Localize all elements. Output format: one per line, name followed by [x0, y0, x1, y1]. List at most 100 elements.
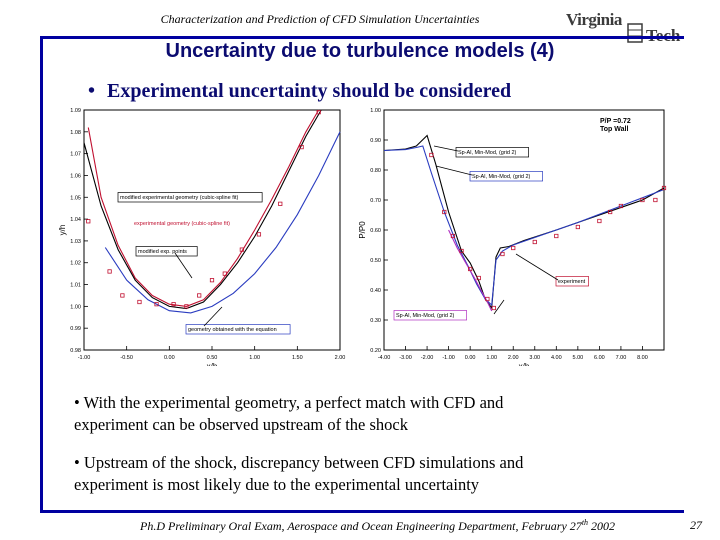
- main-bullet-text: Experimental uncertainty should be consi…: [107, 80, 512, 102]
- geometry-annotation-0: modified experimental geometry (cubic-sp…: [120, 195, 238, 201]
- geometry-annotation-box: [135, 246, 198, 257]
- geometry-y-tick-label: 1.01: [70, 283, 81, 289]
- geometry-annotation-arrow: [203, 306, 223, 327]
- footer-text: Ph.D Preliminary Oral Exam, Aerospace an…: [140, 518, 615, 534]
- pressure-data-point: [491, 305, 496, 311]
- pressure-annotation-5: Sp-Al, Min-Mod, (grid 2): [396, 313, 455, 319]
- geometry-data-point: [171, 302, 176, 307]
- header-title: Characterization and Prediction of CFD S…: [160, 12, 480, 26]
- pressure-data-point: [468, 266, 473, 272]
- geometry-y-tick-label: 1.06: [70, 173, 81, 179]
- geometry-chart-series: [83, 109, 341, 314]
- pressure-data-point: [618, 203, 624, 209]
- pressure-chart: -4.00 -3.00 -2.00 -1.00 0.00 1.00 2.00 3.00 4.00…: [358, 108, 667, 366]
- geometry-x-tick-label: 2.00: [335, 355, 346, 361]
- pressure-y-tick-label: 0.90: [370, 138, 381, 144]
- slide-frame-top: [40, 36, 684, 39]
- geometry-data-point: [137, 299, 142, 305]
- pressure-annotation-arrow: [433, 145, 459, 152]
- pressure-data-point: [575, 224, 580, 230]
- geometry-data-point: [278, 201, 283, 206]
- pressure-y-tick-label: 1.00: [370, 108, 381, 114]
- geometry-x-tick-label: 1.00: [249, 355, 260, 361]
- logo-line2: Tech: [646, 26, 680, 46]
- pressure-data-point: [500, 251, 505, 257]
- geometry-x-tick-label: -1.00: [78, 355, 91, 361]
- pressure-x-tick-label: 3.00: [529, 355, 540, 361]
- pressure-y-tick-label: 0.70: [370, 198, 381, 204]
- geometry-annotation-1: experimental geometry (cubic-spline fit): [134, 221, 230, 227]
- slide-frame-bottom: [40, 510, 684, 513]
- geometry-y-tick-label: 1.00: [70, 304, 81, 310]
- pressure-y-tick-label: 0.20: [370, 348, 381, 354]
- pressure-y-tick-label: 0.40: [370, 288, 381, 294]
- geometry-y-tick-label: 1.09: [70, 108, 81, 114]
- geometry-x-tick-label: 0.50: [207, 355, 218, 361]
- pressure-x-tick-label: 2.00: [508, 355, 519, 361]
- geometry-data-point: [222, 271, 227, 276]
- geometry-annotation-3: geometry obtained with the equation: [188, 327, 277, 333]
- pressure-annotation-4: experiment: [558, 279, 586, 285]
- footer-sup: th: [581, 518, 589, 527]
- virginia-tech-logo: Virginia Tech: [566, 6, 686, 50]
- pressure-annotation-arrow: [493, 299, 505, 315]
- paragraph-1-line-2: experiment can be observed upstream of t…: [74, 415, 409, 434]
- geometry-series-line-0: [87, 109, 320, 307]
- geometry-data-point: [299, 144, 304, 150]
- pressure-x-axis-label: x/h: [519, 362, 530, 366]
- pressure-chart-axes: -4.00 -3.00 -2.00 -1.00 0.00 1.00 2.00 3.00 4.00…: [358, 108, 665, 366]
- footer-main: Ph.D Preliminary Oral Exam, Aerospace an…: [140, 519, 582, 533]
- paragraph-2-line-2: experiment is most likely due to the exp…: [74, 475, 480, 494]
- pressure-annotation-box: [455, 147, 529, 158]
- geometry-x-tick-label: 1.50: [292, 355, 303, 361]
- geometry-y-axis-label: y/h: [58, 225, 67, 236]
- pressure-annotation-1: Top Wall: [600, 126, 628, 133]
- pressure-y-axis-label: P/P0: [358, 221, 367, 239]
- pressure-data-point: [661, 185, 667, 191]
- geometry-series-line-1: [83, 109, 322, 310]
- pressure-x-tick-label: -3.00: [399, 355, 412, 361]
- pressure-annotation-arrow: [435, 165, 473, 176]
- geometry-data-point: [239, 247, 244, 252]
- pressure-y-tick-label: 0.80: [370, 168, 381, 174]
- pressure-data-point: [511, 245, 516, 251]
- geometry-data-point: [197, 293, 202, 298]
- pressure-annotation-box: [393, 310, 467, 321]
- geometry-y-tick-label: 0.99: [70, 326, 81, 332]
- geometry-data-point: [209, 278, 215, 283]
- paragraph-2: • Upstream of the shock, discrepancy bet…: [74, 452, 674, 496]
- pressure-annotation-arrow: [515, 253, 559, 281]
- paragraph-1-line-1: • With the experimental geometry, a perf…: [74, 393, 504, 412]
- geometry-annotation-2: modified exp. points: [138, 249, 187, 255]
- pressure-series-line-2: [448, 229, 493, 312]
- geometry-chart-annotations: modified experimental geometry (cubic-sp…: [117, 192, 291, 335]
- geometry-x-tick-label: -0.50: [120, 355, 133, 361]
- geometry-y-tick-label: 1.07: [70, 152, 81, 158]
- geometry-data-point: [107, 269, 112, 274]
- pressure-annotation-0: P/P =0.72: [600, 118, 631, 125]
- geometry-annotation-box: [185, 324, 291, 335]
- pressure-data-point: [485, 296, 490, 302]
- slide-title: Uncertainty due to turbulence models (4): [165, 40, 555, 62]
- pressure-y-tick-label: 0.50: [370, 258, 381, 264]
- geometry-data-point: [120, 293, 125, 298]
- pressure-x-tick-label: -4.00: [378, 355, 391, 361]
- pressure-annotation-2: Sp-Al, Min-Mod, (grid 2): [458, 150, 517, 156]
- pressure-data-point: [608, 209, 613, 215]
- pressure-x-tick-label: 0.00: [465, 355, 476, 361]
- pressure-x-tick-label: -1.00: [442, 355, 455, 361]
- pressure-annotation-box: [555, 276, 589, 287]
- pressure-x-tick-label: -2.00: [421, 355, 434, 361]
- pressure-series-line-1: [383, 145, 665, 307]
- geometry-annotation-arrow: [174, 252, 193, 279]
- pressure-data-point: [442, 209, 447, 215]
- geometry-data-point: [184, 304, 189, 309]
- pressure-x-tick-label: 5.00: [572, 355, 583, 361]
- pressure-data-point: [640, 197, 645, 203]
- paragraph-2-line-1: • Upstream of the shock, discrepancy bet…: [74, 453, 524, 472]
- geometry-data-point: [154, 302, 159, 307]
- geometry-y-tick-label: 1.04: [70, 217, 81, 223]
- slide-frame-left: [40, 36, 43, 512]
- pressure-data-point: [476, 275, 481, 281]
